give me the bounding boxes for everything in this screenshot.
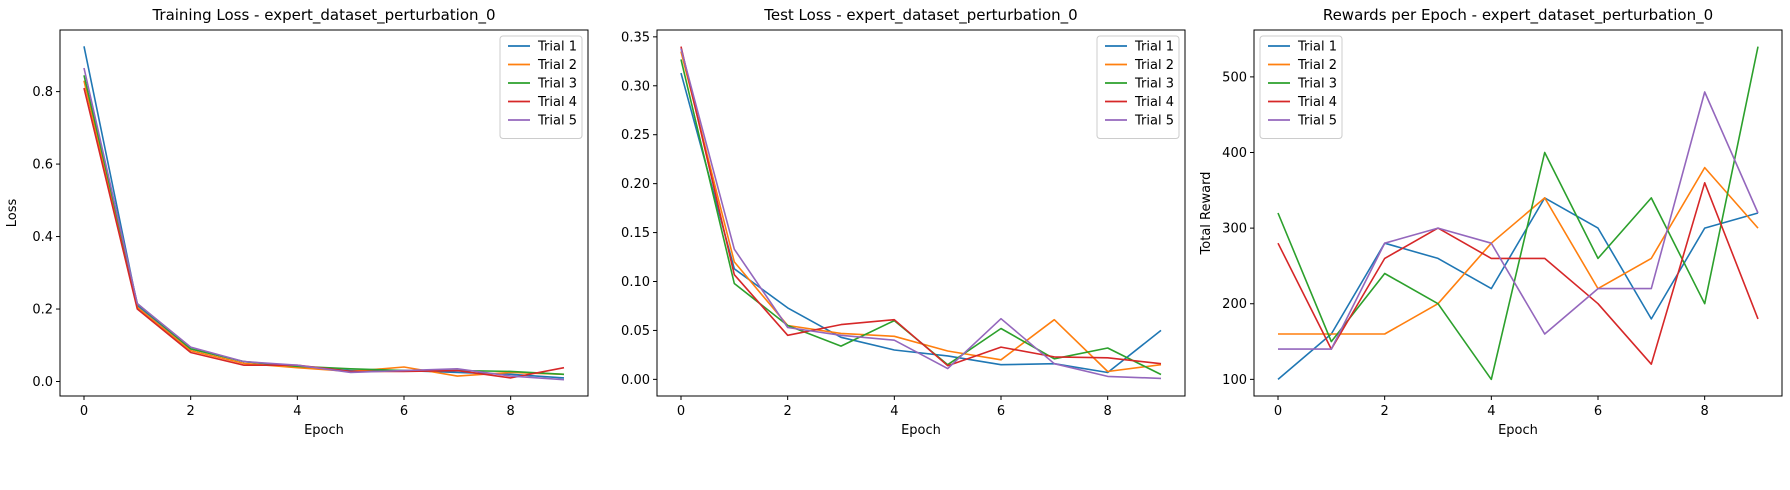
legend-label-trial-3: Trial 3 <box>1297 77 1337 92</box>
x-tick-label: 4 <box>890 404 898 419</box>
series-line-trial-5 <box>1278 91 1759 350</box>
legend-label-trial-3: Trial 3 <box>537 77 577 92</box>
legend-label-trial-3: Trial 3 <box>1134 77 1174 92</box>
y-tick-label: 0.4 <box>32 230 53 245</box>
legend: Trial 1 Trial 2 Trial 3 Trial 4 Trial 5 <box>499 35 583 139</box>
legend-box <box>499 35 583 139</box>
x-tick-label: 0 <box>80 404 88 419</box>
legend-label-trial-4: Trial 4 <box>1297 95 1337 110</box>
legend: Trial 1 Trial 2 Trial 3 Trial 4 Trial 5 <box>1259 35 1343 139</box>
legend-label-trial-2: Trial 2 <box>1134 58 1174 73</box>
x-tick-label: 2 <box>784 404 792 419</box>
x-tick-label: 4 <box>293 404 301 419</box>
legend-box <box>1096 35 1180 139</box>
chart-panel-3: Rewards per Epoch - expert_dataset_pertu… <box>1199 6 1783 438</box>
y-tick-label: 0.15 <box>621 226 650 241</box>
legend-label-trial-2: Trial 2 <box>537 58 577 73</box>
series-line-trial-5 <box>680 48 1162 380</box>
y-tick-label: 0.35 <box>621 30 650 45</box>
series-line-trial-4 <box>680 46 1162 367</box>
legend-label-trial-4: Trial 4 <box>537 95 577 110</box>
series-line-trial-4 <box>83 87 565 379</box>
chart-title: Rewards per Epoch - expert_dataset_pertu… <box>1323 6 1713 25</box>
legend-box <box>1259 35 1343 139</box>
y-axis-label: Total Reward <box>1199 172 1214 256</box>
x-tick-label: 4 <box>1487 404 1495 419</box>
y-tick-label: 0.8 <box>32 85 53 100</box>
legend-label-trial-2: Trial 2 <box>1297 58 1337 73</box>
legend-label-trial-5: Trial 5 <box>1134 114 1174 129</box>
legend-label-trial-4: Trial 4 <box>1134 95 1174 110</box>
legend-label-trial-1: Trial 1 <box>537 40 577 55</box>
y-axis-label: Loss <box>5 199 20 228</box>
x-tick-label: 0 <box>677 404 685 419</box>
chart-panel-2: Test Loss - expert_dataset_perturbation_… <box>621 6 1186 438</box>
y-tick-label: 0.10 <box>621 275 650 290</box>
y-tick-label: 0.05 <box>621 324 650 339</box>
x-tick-label: 6 <box>1594 404 1602 419</box>
plot-frame <box>656 29 1186 397</box>
x-tick-label: 2 <box>187 404 195 419</box>
y-tick-label: 500 <box>1222 70 1247 85</box>
y-tick-label: 400 <box>1222 146 1247 161</box>
chart-title: Training Loss - expert_dataset_perturbat… <box>151 6 495 25</box>
legend: Trial 1 Trial 2 Trial 3 Trial 4 Trial 5 <box>1096 35 1180 139</box>
y-tick-label: 0.20 <box>621 177 650 192</box>
legend-label-trial-1: Trial 1 <box>1134 40 1174 55</box>
y-tick-label: 0.30 <box>621 79 650 94</box>
y-tick-label: 0.6 <box>32 158 53 173</box>
x-tick-label: 0 <box>1274 404 1282 419</box>
x-tick-label: 2 <box>1381 404 1389 419</box>
series-line-trial-1 <box>680 72 1162 374</box>
x-axis-label: Epoch <box>1498 423 1538 438</box>
legend-label-trial-5: Trial 5 <box>1297 114 1337 129</box>
chart-title: Test Loss - expert_dataset_perturbation_… <box>763 6 1077 25</box>
x-axis-label: Epoch <box>304 423 344 438</box>
legend-label-trial-1: Trial 1 <box>1297 40 1337 55</box>
x-tick-label: 8 <box>507 404 515 419</box>
y-tick-label: 100 <box>1222 373 1247 388</box>
x-tick-label: 8 <box>1104 404 1112 419</box>
series-line-trial-2 <box>1278 166 1759 335</box>
x-axis-label: Epoch <box>901 423 941 438</box>
plot-frame <box>59 29 589 397</box>
series-line-trial-3 <box>83 75 565 376</box>
series-line-trial-3 <box>680 59 1162 376</box>
series-line-trial-3 <box>1277 46 1759 381</box>
y-tick-label: 200 <box>1222 297 1247 312</box>
x-tick-label: 6 <box>997 404 1005 419</box>
series-line-trial-1 <box>83 46 565 379</box>
x-tick-label: 8 <box>1701 404 1709 419</box>
series-line-trial-2 <box>83 80 565 377</box>
legend-label-trial-5: Trial 5 <box>537 114 577 129</box>
series-line-trial-4 <box>1277 182 1759 366</box>
chart-panel-1: Training Loss - expert_dataset_perturbat… <box>5 6 589 438</box>
series-line-trial-5 <box>83 67 565 381</box>
y-tick-label: 0.25 <box>621 128 650 143</box>
y-tick-label: 0.2 <box>32 303 53 318</box>
y-tick-label: 300 <box>1222 222 1247 237</box>
x-tick-label: 6 <box>400 404 408 419</box>
y-tick-label: 0.00 <box>621 373 650 388</box>
series-line-trial-2 <box>680 51 1162 373</box>
y-tick-label: 0.0 <box>32 375 53 390</box>
plot-frame <box>1253 29 1783 397</box>
